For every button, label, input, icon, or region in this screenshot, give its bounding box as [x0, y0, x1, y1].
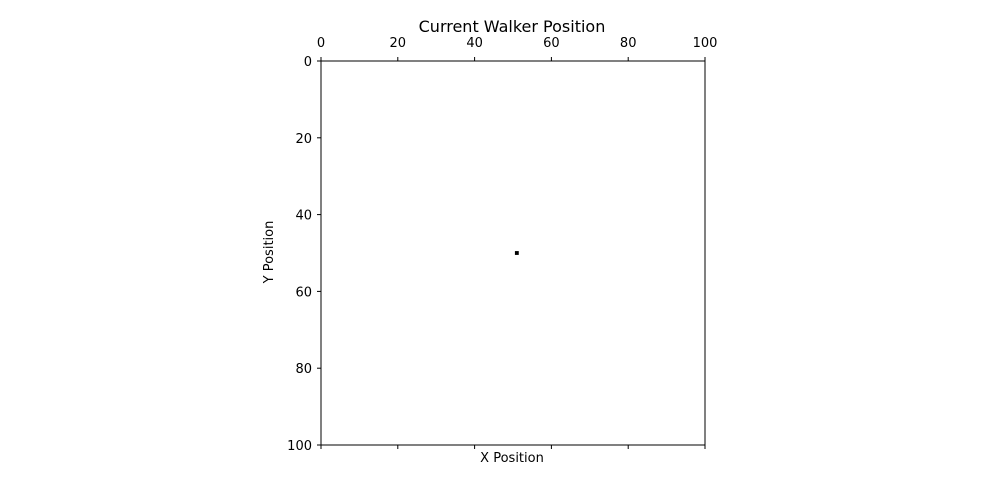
x-tick-label-80: 80: [620, 36, 637, 51]
x-axis-bottom-ticks: [320, 445, 706, 449]
y-axis-label: Y Position: [262, 221, 277, 285]
x-tick-label-20: 20: [390, 36, 407, 51]
y-tick-label-80: 80: [295, 362, 312, 377]
chart-title: Current Walker Position: [419, 17, 606, 36]
y-axis-ticks: 0 20 40 60 80 100: [287, 55, 321, 454]
plot-area: [321, 61, 705, 445]
y-tick-label-20: 20: [295, 132, 312, 147]
x-axis-label: X Position: [480, 451, 544, 466]
y-tick-label-60: 60: [295, 285, 312, 300]
x-tick-label-100: 100: [693, 36, 718, 51]
x-tick-label-60: 60: [543, 36, 560, 51]
walker-marks: [514, 251, 519, 255]
x-axis-top-ticks: 0 20 40 60 80 100: [317, 36, 718, 61]
y-tick-label-100: 100: [287, 439, 312, 454]
plot-background: [321, 61, 705, 445]
plot-frame: [320, 60, 706, 446]
walker-cell: [514, 251, 519, 255]
y-tick-label-0: 0: [304, 55, 312, 70]
y-tick-label-40: 40: [295, 209, 312, 224]
x-tick-label-40: 40: [466, 36, 483, 51]
x-tick-label-0: 0: [317, 36, 325, 51]
